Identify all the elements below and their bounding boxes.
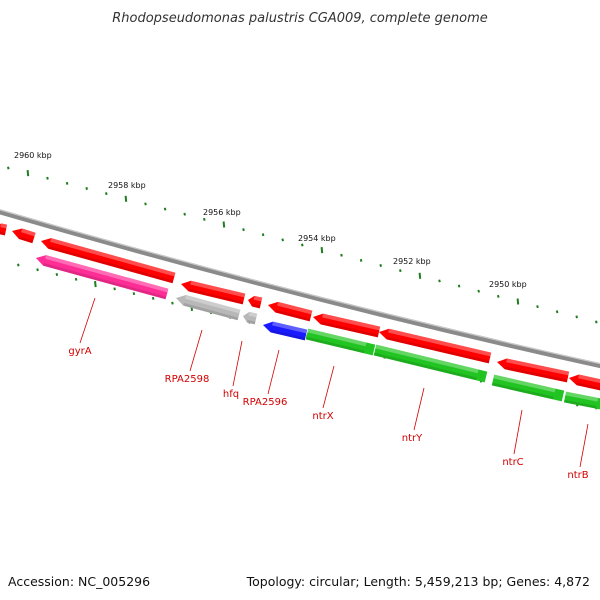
gene-label-ntrC: ntrC: [502, 457, 523, 468]
label-leaders: [79, 297, 589, 468]
gene-label-ntrB: ntrB: [567, 470, 588, 481]
minor-tick: [575, 315, 578, 319]
label-leader-line: [79, 297, 96, 344]
label-leader-line: [322, 365, 335, 409]
map-title: Rhodopseudomonas palustris CGA009, compl…: [112, 11, 488, 26]
gene-feature-forward: [248, 295, 263, 309]
gene-feature-ntrX: [305, 328, 376, 356]
minor-tick: [171, 301, 174, 305]
minor-tick: [151, 296, 155, 300]
minor-tick: [340, 253, 343, 257]
gene-feature-gyrA: [36, 255, 169, 300]
ruler-labels: 2960 kbp 2958 kbp 2956 kbp 2954 kbp 2952…: [14, 151, 527, 289]
gene-feature-rpa2598: [176, 295, 241, 321]
gene-label-ntrX: ntrX: [312, 411, 333, 422]
major-tick: [26, 170, 30, 177]
minor-tick: [85, 187, 88, 191]
gene-labels: gyrA RPA2598 hfq RPA2596 ntrX ntrY ntrC …: [68, 346, 588, 481]
gene-label-gyrA: gyrA: [68, 346, 91, 357]
gene-feature-ntrB: [563, 391, 600, 411]
gene-label-rpa2596: RPA2596: [243, 397, 288, 408]
gene-feature-forward: [313, 313, 381, 338]
minor-tick: [144, 202, 147, 206]
ruler-label: 2960 kbp: [14, 151, 52, 160]
minor-tick: [55, 273, 59, 277]
genome-backbone: [0, 209, 600, 369]
minor-tick: [242, 228, 245, 232]
minor-tick: [497, 294, 500, 298]
minor-tick: [113, 287, 116, 291]
gene-feature-forward: [268, 301, 313, 322]
minor-tick: [183, 212, 186, 216]
ruler-label: 2956 kbp: [203, 208, 241, 217]
genome-summary-text: Topology: circular; Length: 5,459,213 bp…: [246, 574, 590, 589]
gene-feature-forward: [569, 374, 600, 392]
ruler-label: 2954 kbp: [298, 234, 336, 243]
major-tick: [418, 272, 422, 279]
label-leader-line: [267, 349, 280, 395]
gene-feature-forward: [379, 328, 492, 364]
minor-tick: [36, 268, 39, 272]
minor-tick: [301, 243, 304, 247]
gene-feature-rpa2596: [263, 321, 308, 341]
gene-feature-forward: [0, 223, 8, 236]
label-leader-line: [413, 387, 425, 431]
minor-tick: [477, 289, 480, 293]
minor-tick: [203, 217, 206, 221]
gene-label-ntrY: ntrY: [402, 433, 423, 444]
ruler-label: 2950 kbp: [489, 280, 527, 289]
label-leader-line: [513, 409, 523, 455]
minor-tick: [163, 207, 167, 211]
ruler-label: 2958 kbp: [108, 181, 146, 190]
gene-label-rpa2598: RPA2598: [165, 374, 210, 385]
accession-text: Accession: NC_005296: [8, 574, 150, 589]
minor-tick: [7, 166, 10, 170]
gene-feature-ntrY: [373, 344, 488, 383]
gene-feature-forward: [12, 228, 36, 244]
gene-label-hfq: hfq: [223, 389, 239, 400]
minor-tick: [132, 292, 136, 296]
genome-backbone-highlight: [0, 209, 600, 365]
label-leader-line: [232, 340, 243, 387]
gene-feature-forward: [497, 358, 570, 383]
ruler-label: 2952 kbp: [393, 257, 431, 266]
minor-tick: [281, 238, 284, 242]
minor-tick: [438, 279, 441, 283]
gene-feature-forward: [41, 238, 176, 284]
minor-tick: [105, 192, 108, 196]
minor-tick: [379, 264, 382, 268]
gene-feature-ntrC: [491, 374, 565, 402]
gene-feature-hfq: [243, 311, 258, 325]
minor-tick: [359, 258, 363, 262]
minor-tick: [65, 181, 69, 185]
major-tick: [320, 247, 324, 254]
gene-feature-forward: [181, 280, 246, 305]
minor-tick: [261, 233, 265, 237]
minor-tick: [17, 263, 20, 267]
minor-tick: [74, 277, 78, 281]
minor-tick: [555, 310, 559, 314]
gene-features: [0, 223, 600, 411]
label-leader-line: [189, 329, 203, 372]
minor-tick: [457, 284, 461, 288]
major-tick: [222, 221, 226, 228]
major-tick: [124, 195, 128, 202]
major-tick: [94, 280, 97, 288]
minor-tick: [399, 269, 402, 273]
label-leader-line: [579, 423, 589, 468]
major-tick: [516, 298, 520, 305]
minor-tick: [595, 320, 598, 324]
minor-tick: [46, 176, 49, 180]
minor-tick: [536, 305, 539, 309]
